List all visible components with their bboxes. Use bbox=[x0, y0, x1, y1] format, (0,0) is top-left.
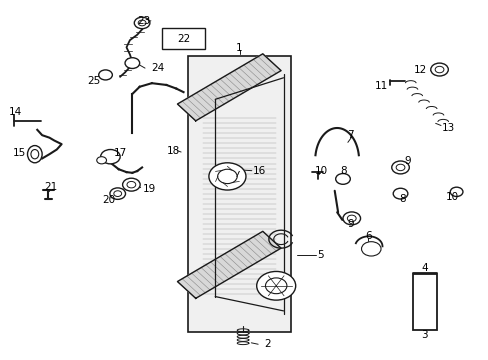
Text: 2: 2 bbox=[264, 339, 270, 349]
Text: 3: 3 bbox=[421, 330, 427, 340]
Text: 18: 18 bbox=[166, 145, 180, 156]
Text: 21: 21 bbox=[44, 182, 57, 192]
Circle shape bbox=[361, 242, 380, 256]
Text: 11: 11 bbox=[374, 81, 387, 91]
Ellipse shape bbox=[31, 149, 39, 159]
Text: 6: 6 bbox=[365, 231, 371, 241]
Circle shape bbox=[430, 63, 447, 76]
Circle shape bbox=[392, 188, 407, 199]
Text: 12: 12 bbox=[413, 64, 427, 75]
Bar bbox=[412, 274, 436, 329]
Text: 19: 19 bbox=[143, 184, 156, 194]
Circle shape bbox=[138, 20, 146, 26]
Circle shape bbox=[110, 188, 125, 199]
Circle shape bbox=[101, 149, 120, 164]
Circle shape bbox=[449, 187, 462, 197]
Text: 23: 23 bbox=[137, 16, 151, 26]
Circle shape bbox=[125, 58, 140, 68]
Text: 20: 20 bbox=[102, 195, 115, 206]
Text: 9: 9 bbox=[404, 156, 410, 166]
Text: 9: 9 bbox=[347, 219, 353, 229]
Circle shape bbox=[342, 212, 360, 225]
Text: 17: 17 bbox=[113, 148, 126, 158]
Circle shape bbox=[127, 181, 136, 188]
Text: 25: 25 bbox=[87, 76, 101, 86]
Text: 1: 1 bbox=[236, 43, 243, 53]
Text: 14: 14 bbox=[9, 107, 22, 117]
Text: 8: 8 bbox=[399, 194, 406, 204]
Circle shape bbox=[391, 161, 408, 174]
Polygon shape bbox=[177, 231, 281, 298]
Polygon shape bbox=[177, 54, 281, 121]
Text: 15: 15 bbox=[13, 148, 26, 158]
Text: 24: 24 bbox=[151, 63, 164, 73]
Circle shape bbox=[134, 17, 150, 29]
Circle shape bbox=[256, 271, 295, 300]
Circle shape bbox=[395, 164, 404, 171]
Circle shape bbox=[217, 169, 237, 184]
Text: 10: 10 bbox=[445, 192, 458, 202]
Text: 5: 5 bbox=[317, 250, 324, 260]
Text: 16: 16 bbox=[252, 166, 265, 176]
Circle shape bbox=[346, 215, 355, 222]
Bar bbox=[161, 28, 205, 49]
Text: 8: 8 bbox=[340, 166, 346, 176]
Text: 13: 13 bbox=[441, 123, 454, 133]
Text: 22: 22 bbox=[177, 34, 190, 44]
Circle shape bbox=[265, 278, 286, 294]
Circle shape bbox=[97, 157, 106, 164]
Text: 4: 4 bbox=[421, 262, 427, 273]
Circle shape bbox=[208, 163, 245, 190]
Text: 7: 7 bbox=[347, 130, 353, 140]
Circle shape bbox=[335, 174, 349, 184]
Circle shape bbox=[114, 191, 122, 197]
Text: 10: 10 bbox=[314, 166, 327, 176]
Circle shape bbox=[99, 70, 112, 80]
Ellipse shape bbox=[27, 145, 42, 163]
Bar bbox=[188, 56, 290, 332]
Circle shape bbox=[434, 66, 443, 73]
Circle shape bbox=[122, 178, 140, 191]
